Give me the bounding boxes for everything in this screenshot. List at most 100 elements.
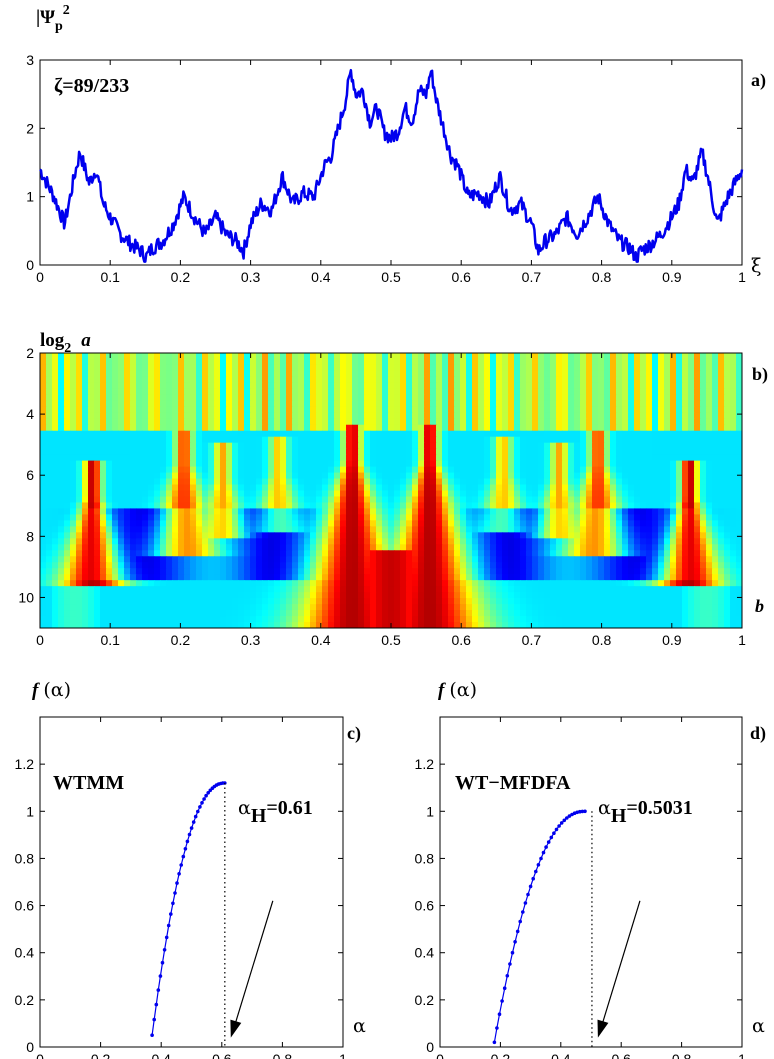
heatmap-cell [406,508,413,516]
heatmap-cell [268,406,275,414]
heatmap-cell [82,406,89,414]
heatmap-cell [484,502,491,510]
heatmap-cell [352,394,359,402]
heatmap-cell [388,574,395,581]
heatmap-cell [508,478,515,486]
heatmap-cell [532,544,539,551]
heatmap-cell [364,394,371,402]
heatmap-cell [208,394,215,402]
heatmap-cell [70,532,77,539]
heatmap-cell [502,496,509,504]
heatmap-cell [358,436,365,444]
heatmap-cell [454,430,461,438]
heatmap-cell [568,466,575,474]
heatmap-cell [682,580,689,587]
heatmap-cell [130,556,137,563]
heatmap-cell [190,550,197,557]
heatmap-cell [148,430,155,438]
heatmap-cell [76,406,83,414]
heatmap-cell [676,514,683,521]
heatmap-cell [400,400,407,408]
heatmap-cell [46,412,53,420]
heatmap-cell [736,412,742,420]
heatmap-cell [580,460,587,468]
heatmap-cell [412,460,419,468]
heatmap-cell [46,370,53,378]
heatmap-cell [40,604,47,611]
heatmap-cell [676,550,683,557]
heatmap-cell [544,478,551,486]
heatmap-cell [370,556,377,563]
heatmap-cell [514,478,521,486]
heatmap-cell [628,538,635,545]
heatmap-cell [358,376,365,384]
heatmap-cell [610,394,617,402]
heatmap-cell [724,353,731,360]
heatmap-cell [448,466,455,474]
heatmap-cell [160,472,167,480]
heatmap-cell [208,532,215,539]
heatmap-cell [538,460,545,468]
heatmap-cell [712,406,719,414]
heatmap-cell [304,520,311,527]
heatmap-cell [616,388,623,396]
heatmap-cell [688,598,695,605]
heatmap-cell [538,556,545,563]
heatmap-cell [508,526,515,533]
heatmap-cell [160,442,167,450]
heatmap-cell [556,442,563,450]
panel-a-xtick-label: 0 [36,269,44,285]
heatmap-cell [334,370,341,378]
heatmap-cell [706,574,713,581]
heatmap-cell [646,502,653,510]
heatmap-cell [118,490,125,498]
heatmap-cell [730,544,737,551]
heatmap-cell [532,466,539,474]
heatmap-cell [190,538,197,545]
heatmap-cell [394,592,401,599]
heatmap-cell [244,442,251,450]
heatmap-cell [310,460,317,468]
heatmap-cell [154,568,161,575]
heatmap-cell [544,568,551,575]
heatmap-cell [592,430,599,438]
heatmap-cell [640,502,647,510]
heatmap-cell [130,442,137,450]
heatmap-cell [490,508,497,516]
heatmap-cell [52,502,59,510]
heatmap-cell [190,604,197,611]
heatmap-cell [628,574,635,581]
heatmap-cell [274,568,281,575]
heatmap-cell [616,484,623,492]
heatmap-cell [616,508,623,516]
heatmap-cell [82,490,89,498]
heatmap-cell [286,526,293,533]
heatmap-cell [592,502,599,510]
heatmap-cell [358,580,365,587]
heatmap-cell [196,586,203,593]
heatmap-cell [520,496,527,504]
heatmap-cell [220,532,227,539]
heatmap-cell [136,430,143,438]
heatmap-cell [400,370,407,378]
heatmap-cell [178,382,185,390]
heatmap-cell [124,604,131,611]
heatmap-cell [598,472,605,480]
heatmap-cell [466,436,473,444]
heatmap-cell [514,484,521,492]
heatmap-cell [646,364,653,372]
heatmap-cell [658,598,665,605]
heatmap-cell [124,406,131,414]
heatmap-cell [112,478,119,486]
heatmap-cell [496,508,503,516]
heatmap-cell [238,448,245,456]
heatmap-cell [556,388,563,396]
heatmap-cell [274,592,281,599]
heatmap-cell [352,370,359,378]
heatmap-cell [406,562,413,569]
heatmap-cell [304,484,311,492]
heatmap-cell [514,520,521,527]
heatmap-cell [256,454,263,462]
heatmap-cell [694,358,701,366]
heatmap-cell [130,430,137,438]
